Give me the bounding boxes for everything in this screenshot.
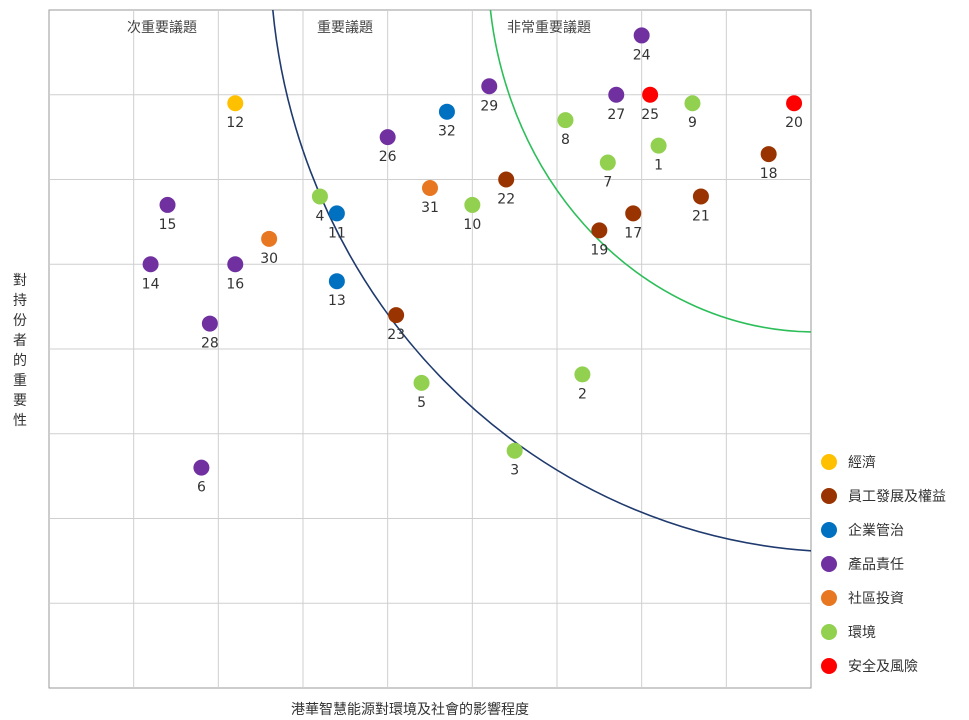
data-point bbox=[574, 366, 591, 383]
legend-label: 社區投資 bbox=[848, 591, 904, 607]
y-axis-title-char: 的 bbox=[13, 353, 27, 369]
data-point bbox=[633, 27, 650, 44]
legend-marker bbox=[821, 590, 837, 606]
region-label: 次重要議題 bbox=[127, 19, 197, 36]
data-point bbox=[650, 137, 667, 154]
point-label: 23 bbox=[387, 327, 405, 343]
data-point bbox=[311, 188, 328, 205]
point-label: 5 bbox=[417, 395, 426, 411]
data-point bbox=[557, 112, 574, 129]
point-label: 16 bbox=[226, 276, 244, 292]
legend-label: 安全及風險 bbox=[848, 658, 918, 675]
data-point bbox=[328, 205, 345, 222]
data-point bbox=[227, 256, 244, 273]
data-point bbox=[642, 86, 659, 103]
data-point bbox=[142, 256, 159, 273]
point-label: 24 bbox=[633, 47, 651, 63]
data-point bbox=[692, 188, 709, 205]
data-point bbox=[506, 442, 523, 459]
data-point bbox=[388, 307, 405, 324]
point-label: 30 bbox=[260, 251, 278, 267]
y-axis-title-char: 者 bbox=[13, 333, 27, 349]
data-point bbox=[328, 273, 345, 290]
region-labels: 次重要議題 重要議題 非常重要議題 bbox=[127, 19, 591, 36]
point-label: 11 bbox=[328, 225, 346, 241]
y-axis-title-char: 持 bbox=[13, 293, 27, 309]
data-point bbox=[786, 95, 803, 112]
point-label: 19 bbox=[590, 242, 608, 258]
data-point bbox=[193, 459, 210, 476]
data-point bbox=[159, 196, 176, 213]
point-label: 29 bbox=[480, 98, 498, 114]
legend-marker bbox=[821, 556, 837, 572]
data-point bbox=[227, 95, 244, 112]
point-label: 8 bbox=[561, 132, 570, 148]
data-point bbox=[438, 103, 455, 120]
very-important-boundary-arc bbox=[489, 10, 811, 333]
data-point bbox=[464, 196, 481, 213]
point-label: 12 bbox=[226, 115, 244, 131]
y-axis-title-char: 份 bbox=[13, 313, 27, 329]
legend-marker bbox=[821, 454, 837, 470]
data-point bbox=[481, 78, 498, 95]
data-point bbox=[498, 171, 515, 188]
point-label: 18 bbox=[760, 166, 778, 182]
data-point bbox=[760, 146, 777, 163]
point-label: 6 bbox=[197, 480, 206, 496]
data-point bbox=[599, 154, 616, 171]
point-label: 25 bbox=[641, 107, 659, 123]
data-point bbox=[684, 95, 701, 112]
y-axis-title-char: 對 bbox=[13, 273, 27, 289]
point-label: 28 bbox=[201, 336, 219, 352]
point-label: 26 bbox=[379, 149, 397, 165]
data-point bbox=[413, 374, 430, 391]
point-label: 22 bbox=[497, 192, 515, 208]
point-label: 2 bbox=[578, 386, 587, 402]
legend-marker bbox=[821, 488, 837, 504]
point-label: 21 bbox=[692, 208, 710, 224]
legend-marker bbox=[821, 522, 837, 538]
point-label: 3 bbox=[510, 463, 519, 479]
data-point bbox=[379, 129, 396, 146]
legend-label: 經濟 bbox=[848, 455, 876, 471]
grid bbox=[48, 9, 812, 689]
legend-label: 員工發展及權益 bbox=[848, 489, 946, 505]
point-label: 14 bbox=[142, 276, 160, 292]
data-point bbox=[591, 222, 608, 239]
region-label: 重要議題 bbox=[317, 19, 373, 36]
point-label: 13 bbox=[328, 293, 346, 309]
legend-label: 環境 bbox=[848, 625, 876, 641]
point-label: 4 bbox=[315, 208, 324, 224]
y-axis-title-char: 重 bbox=[13, 373, 27, 389]
point-label: 27 bbox=[607, 107, 625, 123]
point-label: 31 bbox=[421, 200, 439, 216]
legend-label: 企業管治 bbox=[848, 522, 904, 539]
data-point bbox=[625, 205, 642, 222]
point-label: 32 bbox=[438, 124, 456, 140]
legend-label: 產品責任 bbox=[848, 556, 904, 573]
region-label: 非常重要議題 bbox=[507, 19, 591, 36]
point-label: 17 bbox=[624, 225, 642, 241]
data-point bbox=[261, 230, 278, 247]
legend-marker bbox=[821, 624, 837, 640]
data-point bbox=[201, 315, 218, 332]
point-label: 1 bbox=[654, 158, 663, 174]
x-axis-title: 港華智慧能源對環境及社會的影響程度 bbox=[291, 701, 529, 718]
data-point bbox=[608, 86, 625, 103]
point-label: 9 bbox=[688, 115, 697, 131]
y-axis-title-char: 性 bbox=[13, 413, 27, 429]
data-point bbox=[422, 179, 438, 196]
point-label: 7 bbox=[603, 175, 612, 191]
point-label: 15 bbox=[159, 217, 177, 233]
y-axis-title-char: 要 bbox=[13, 393, 27, 409]
point-label: 10 bbox=[463, 217, 481, 233]
point-label: 20 bbox=[785, 115, 803, 131]
legend-marker bbox=[821, 658, 837, 674]
